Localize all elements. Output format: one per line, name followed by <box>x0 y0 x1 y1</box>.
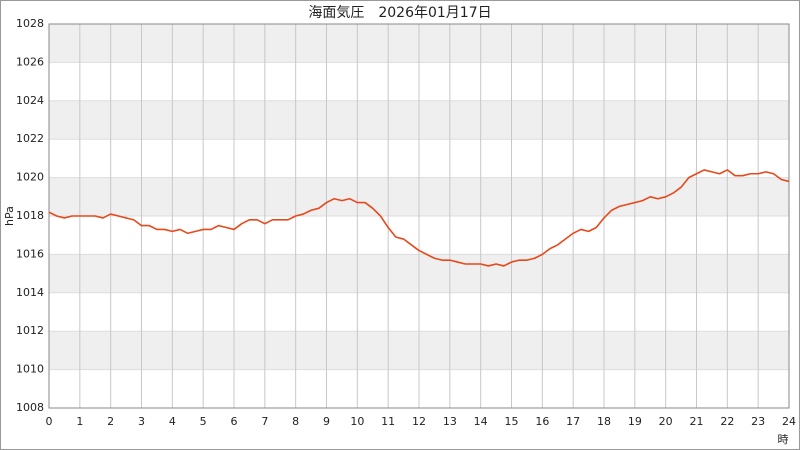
x-tick-label: 8 <box>292 415 299 428</box>
x-tick-label: 22 <box>720 415 734 428</box>
x-tick-label: 3 <box>138 415 145 428</box>
x-tick-label: 20 <box>659 415 673 428</box>
y-tick-label: 1024 <box>16 94 44 107</box>
plot-border <box>48 23 790 409</box>
x-tick-label: 23 <box>751 415 765 428</box>
x-tick-label: 19 <box>628 415 642 428</box>
x-tick-label: 11 <box>381 415 395 428</box>
x-tick-label: 6 <box>231 415 238 428</box>
x-tick-label: 18 <box>597 415 611 428</box>
y-tick-label: 1012 <box>16 324 44 337</box>
y-axis-label: hPa <box>3 206 16 226</box>
x-tick-label: 15 <box>505 415 519 428</box>
data-line <box>48 169 790 267</box>
x-tick-label: 17 <box>566 415 580 428</box>
x-tick-label: 24 <box>782 415 796 428</box>
x-tick-label: 16 <box>535 415 549 428</box>
y-tick-label: 1028 <box>16 17 44 30</box>
x-tick-label: 10 <box>350 415 364 428</box>
x-tick-label: 4 <box>169 415 176 428</box>
x-tick-label: 9 <box>323 415 330 428</box>
x-tick-label: 5 <box>200 415 207 428</box>
x-tick-label: 1 <box>76 415 83 428</box>
x-tick-label: 13 <box>443 415 457 428</box>
y-tick-label: 1008 <box>16 401 44 414</box>
x-tick-label: 12 <box>412 415 426 428</box>
x-tick-label: 2 <box>107 415 114 428</box>
x-tick-label: 0 <box>46 415 53 428</box>
y-tick-label: 1026 <box>16 55 44 68</box>
x-axis-label: 時 <box>778 433 789 446</box>
y-tick-label: 1020 <box>16 171 44 184</box>
x-tick-label: 21 <box>690 415 704 428</box>
y-tick-label: 1016 <box>16 247 44 260</box>
y-tick-label: 1018 <box>16 209 44 222</box>
y-tick-label: 1014 <box>16 286 44 299</box>
x-tick-label: 14 <box>474 415 488 428</box>
x-tick-label: 7 <box>261 415 268 428</box>
y-tick-label: 1022 <box>16 132 44 145</box>
y-tick-label: 1010 <box>16 363 44 376</box>
chart-title: 海面気圧 2026年01月17日 <box>308 5 491 21</box>
